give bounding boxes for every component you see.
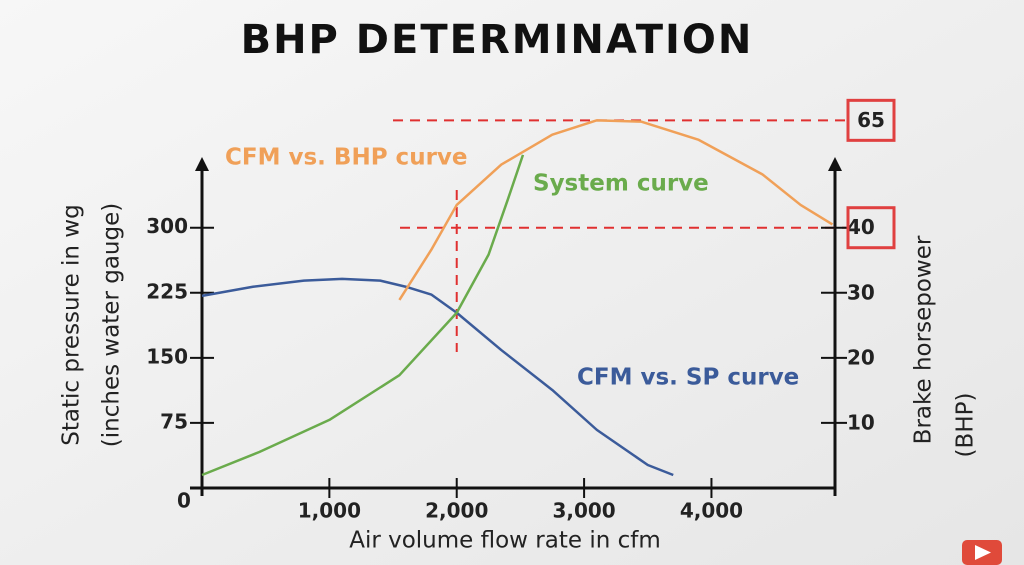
x-tick-label: 2,000 bbox=[425, 499, 488, 523]
x-axis-label: Air volume flow rate in cfm bbox=[349, 528, 661, 554]
y-axis-label: Static pressure in wg bbox=[59, 204, 85, 445]
series-line bbox=[201, 277, 674, 477]
y-tick-label: 300 bbox=[146, 214, 188, 238]
series-label: System curve bbox=[533, 171, 709, 197]
y-axis-label: (inches water gauge) bbox=[99, 203, 125, 447]
series-label: CFM vs. SP curve bbox=[577, 365, 799, 391]
x-tick-label: 0 bbox=[177, 489, 191, 513]
y2-axis-label: Brake horsepower bbox=[911, 235, 937, 444]
x-tick-label: 4,000 bbox=[680, 499, 743, 523]
x-tick-label: 3,000 bbox=[552, 499, 615, 523]
series-label: CFM vs. BHP curve bbox=[225, 145, 468, 171]
play-button[interactable] bbox=[962, 540, 1002, 565]
series-line bbox=[398, 119, 834, 301]
series-line bbox=[201, 154, 525, 477]
y-axis-arrow bbox=[195, 157, 209, 171]
y-tick-label: 75 bbox=[160, 409, 188, 433]
play-icon[interactable] bbox=[975, 545, 991, 560]
y2-tick-label: 10 bbox=[847, 410, 875, 434]
x-tick-label: 1,000 bbox=[298, 499, 361, 523]
annotation-box bbox=[846, 206, 896, 250]
annotation-box bbox=[846, 98, 896, 142]
y2-tick-label: 20 bbox=[847, 345, 875, 369]
y2-axis-label: (BHP) bbox=[953, 393, 979, 458]
y2-tick-label: 40 bbox=[847, 215, 875, 239]
y-tick-label: 150 bbox=[146, 344, 188, 368]
y-tick-label: 225 bbox=[146, 279, 188, 303]
annotation: 65 bbox=[857, 108, 885, 132]
y2-axis-arrow bbox=[828, 157, 842, 171]
chart-title: BHP DETERMINATION bbox=[241, 17, 754, 63]
y2-tick-label: 30 bbox=[847, 280, 875, 304]
